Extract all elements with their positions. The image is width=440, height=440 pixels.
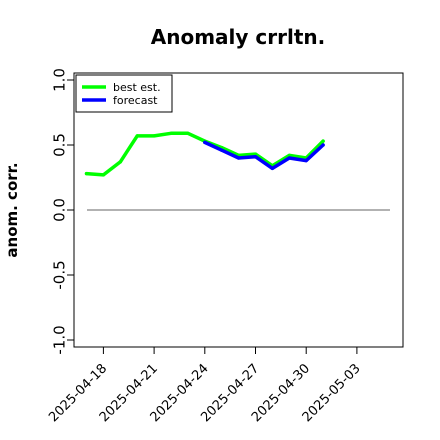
data-point bbox=[118, 160, 122, 164]
data-point bbox=[84, 172, 89, 176]
y-tick-label: 1.0 bbox=[50, 68, 68, 92]
data-point bbox=[101, 173, 105, 177]
plot-area: -1.0-0.50.00.51.02025-04-182025-04-21202… bbox=[46, 68, 404, 425]
y-tick-label: -1.0 bbox=[50, 325, 68, 354]
data-point bbox=[253, 155, 258, 159]
data-point bbox=[321, 143, 325, 147]
series-line bbox=[203, 140, 325, 171]
y-tick-label: 0.5 bbox=[50, 133, 68, 157]
data-point bbox=[321, 139, 325, 143]
data-point bbox=[287, 153, 291, 157]
legend-box bbox=[75, 74, 173, 113]
data-point bbox=[253, 152, 258, 156]
data-point bbox=[220, 148, 224, 152]
y-tick-label: 0.0 bbox=[50, 198, 68, 222]
data-point bbox=[304, 159, 308, 163]
data-point bbox=[186, 131, 190, 135]
legend: best est.forecast bbox=[75, 74, 173, 113]
y-axis-label: anom. corr. bbox=[3, 162, 21, 257]
data-point bbox=[169, 131, 173, 135]
y-tick-label: -0.5 bbox=[50, 260, 68, 289]
data-point bbox=[237, 156, 241, 160]
data-point bbox=[135, 134, 139, 138]
legend-label: forecast bbox=[113, 94, 158, 107]
legend-label: best est. bbox=[113, 81, 161, 94]
data-point bbox=[287, 156, 291, 160]
data-point bbox=[270, 166, 274, 170]
data-point bbox=[203, 140, 207, 144]
chart-title: Anomaly crrltn. bbox=[151, 25, 325, 49]
data-point bbox=[152, 134, 156, 138]
